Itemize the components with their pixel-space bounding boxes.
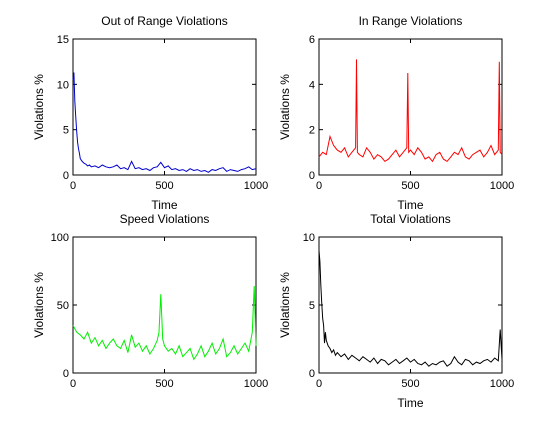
y-tick-label: 10 bbox=[57, 79, 69, 91]
series-line bbox=[72, 72, 257, 173]
plot-area-frame bbox=[72, 38, 257, 176]
x-tick-label: 0 bbox=[316, 180, 322, 192]
x-axis-label: Time bbox=[397, 198, 424, 212]
y-axis-label: Violations % bbox=[32, 74, 46, 140]
series-line bbox=[72, 285, 257, 361]
chart-title: Total Violations bbox=[370, 212, 451, 226]
y-tick-label: 50 bbox=[57, 300, 69, 312]
x-tick-label: 500 bbox=[401, 180, 419, 192]
y-tick-label: 5 bbox=[63, 125, 69, 137]
x-tick-label: 0 bbox=[70, 378, 76, 390]
y-axis-label: Violations % bbox=[32, 272, 46, 338]
y-axis-label: Violations % bbox=[278, 74, 292, 140]
x-tick-label: 1000 bbox=[490, 180, 514, 192]
x-tick-label: 1000 bbox=[490, 378, 514, 390]
chart-title: In Range Violations bbox=[359, 14, 463, 28]
y-tick-label: 2 bbox=[309, 125, 315, 137]
x-tick-label: 0 bbox=[316, 378, 322, 390]
y-tick-label: 0 bbox=[309, 368, 315, 380]
y-tick-label: 0 bbox=[309, 170, 315, 182]
x-tick-label: 500 bbox=[155, 378, 173, 390]
x-axis-label: Time bbox=[151, 198, 178, 212]
plot-area-frame bbox=[318, 236, 503, 374]
y-tick-label: 0 bbox=[63, 170, 69, 182]
chart-title: Speed Violations bbox=[120, 212, 210, 226]
y-tick-label: 6 bbox=[309, 34, 315, 46]
plot-area-frame bbox=[72, 236, 257, 374]
x-tick-label: 500 bbox=[155, 180, 173, 192]
y-tick-label: 15 bbox=[57, 34, 69, 46]
chart-title: Out of Range Violations bbox=[101, 14, 228, 28]
x-tick-label: 0 bbox=[70, 180, 76, 192]
y-tick-label: 5 bbox=[309, 300, 315, 312]
y-tick-label: 10 bbox=[303, 232, 315, 244]
x-axis-label: Time bbox=[397, 396, 424, 410]
plot-area-frame bbox=[318, 38, 503, 176]
y-tick-label: 100 bbox=[51, 232, 69, 244]
y-axis-label: Violations % bbox=[278, 272, 292, 338]
y-tick-label: 0 bbox=[63, 368, 69, 380]
x-tick-label: 1000 bbox=[244, 378, 268, 390]
y-tick-label: 4 bbox=[309, 79, 315, 91]
series-line bbox=[318, 59, 503, 163]
series-line bbox=[318, 250, 503, 367]
x-tick-label: 1000 bbox=[244, 180, 268, 192]
x-tick-label: 500 bbox=[401, 378, 419, 390]
